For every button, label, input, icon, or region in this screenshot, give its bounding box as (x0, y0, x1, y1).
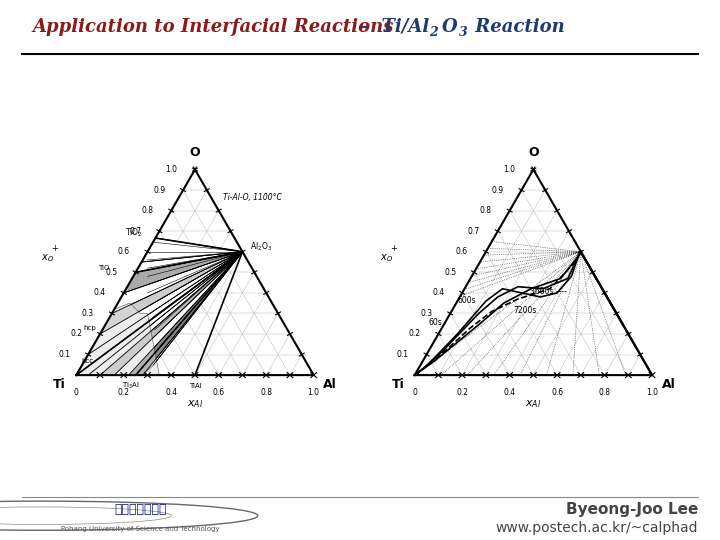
Polygon shape (148, 252, 243, 305)
Text: Ti: Ti (53, 378, 66, 391)
Polygon shape (153, 252, 243, 365)
Text: 0.2: 0.2 (71, 329, 82, 339)
Text: +: + (390, 244, 397, 253)
Polygon shape (148, 252, 243, 260)
Text: 0.4: 0.4 (503, 388, 516, 397)
Polygon shape (112, 252, 243, 313)
Text: 0.2: 0.2 (118, 388, 130, 397)
Polygon shape (148, 252, 243, 276)
Text: Al$_2$O$_3$: Al$_2$O$_3$ (250, 240, 271, 253)
Text: 0.5: 0.5 (444, 268, 456, 277)
Text: 60s: 60s (429, 318, 443, 327)
Polygon shape (114, 252, 243, 375)
Polygon shape (150, 252, 243, 318)
Text: 2: 2 (429, 26, 438, 39)
Text: TiO: TiO (98, 265, 109, 271)
Text: 0.3: 0.3 (82, 309, 94, 318)
Text: 0.6: 0.6 (117, 247, 130, 256)
Text: 0.6: 0.6 (212, 388, 225, 397)
Text: Ti-Al-O, 1100°C: Ti-Al-O, 1100°C (223, 193, 282, 202)
Text: O: O (442, 18, 458, 36)
Text: TiAl: TiAl (189, 383, 202, 389)
Text: hcp: hcp (84, 325, 96, 331)
Text: 1.0: 1.0 (646, 388, 658, 397)
Text: 3: 3 (459, 26, 467, 39)
Polygon shape (124, 252, 243, 293)
Text: $x_O$: $x_O$ (41, 252, 54, 264)
Text: 0.6: 0.6 (456, 247, 468, 256)
Text: 1.0: 1.0 (307, 388, 320, 397)
Polygon shape (155, 252, 243, 350)
Text: Al: Al (323, 378, 337, 391)
Text: 0: 0 (413, 388, 417, 397)
Text: Al: Al (662, 378, 675, 391)
Polygon shape (100, 252, 243, 334)
Polygon shape (148, 252, 243, 293)
Text: www.postech.ac.kr/~calphad: www.postech.ac.kr/~calphad (496, 521, 698, 535)
Polygon shape (76, 303, 159, 375)
Text: 0.8: 0.8 (598, 388, 611, 397)
Text: O: O (528, 146, 539, 159)
Text: 3600s ----: 3600s ---- (530, 287, 567, 296)
Text: $x_O$: $x_O$ (379, 252, 392, 264)
Text: 0.8: 0.8 (480, 206, 492, 215)
Text: O: O (189, 146, 200, 159)
Text: +: + (51, 244, 58, 253)
Text: Reaction: Reaction (469, 18, 565, 36)
Text: 0.8: 0.8 (260, 388, 272, 397)
Text: Application to Interfacial Reactions: Application to Interfacial Reactions (32, 18, 394, 36)
Text: 0.5: 0.5 (106, 268, 118, 277)
Text: $x_{Al}$: $x_{Al}$ (186, 398, 203, 410)
Text: bcc: bcc (81, 358, 93, 364)
Text: 0.9: 0.9 (153, 186, 166, 194)
Text: 0.9: 0.9 (492, 186, 504, 194)
Polygon shape (148, 252, 243, 285)
Polygon shape (88, 252, 243, 355)
Text: Ti$_3$Al: Ti$_3$Al (122, 381, 140, 391)
Text: 0.2: 0.2 (409, 329, 420, 339)
Polygon shape (142, 238, 243, 262)
Text: Byeong-Joo Lee: Byeong-Joo Lee (566, 502, 698, 517)
Polygon shape (100, 252, 243, 375)
Polygon shape (148, 252, 243, 268)
Text: 1.0: 1.0 (503, 165, 516, 174)
Text: 600s: 600s (457, 296, 476, 306)
Text: 0: 0 (74, 388, 78, 397)
Text: 7200s: 7200s (513, 306, 536, 315)
Polygon shape (143, 252, 243, 375)
Polygon shape (148, 242, 243, 252)
Polygon shape (135, 252, 243, 272)
Text: –  Ti/Al: – Ti/Al (360, 18, 429, 36)
Text: Ti: Ti (392, 378, 405, 391)
Text: 0.2: 0.2 (456, 388, 468, 397)
Text: 0.4: 0.4 (94, 288, 106, 298)
Text: Pohang University of Science and Technology: Pohang University of Science and Technol… (61, 526, 220, 532)
Text: 1.0: 1.0 (165, 165, 177, 174)
Text: TiO$_2$: TiO$_2$ (125, 226, 143, 239)
Text: 0.3: 0.3 (420, 309, 433, 318)
Polygon shape (76, 252, 243, 375)
Polygon shape (152, 252, 243, 330)
Polygon shape (88, 252, 243, 375)
Text: 0.6: 0.6 (551, 388, 563, 397)
Text: 0.4: 0.4 (165, 388, 177, 397)
Text: 0.7: 0.7 (468, 227, 480, 235)
Text: 0.1: 0.1 (397, 350, 409, 359)
Text: $x_{Al}$: $x_{Al}$ (525, 398, 541, 410)
Text: 0.4: 0.4 (432, 288, 444, 298)
Text: 0.1: 0.1 (58, 350, 71, 359)
Text: 0.7: 0.7 (130, 227, 142, 235)
Text: 0.8: 0.8 (141, 206, 153, 215)
Text: 포항공과대학교: 포항공과대학교 (114, 503, 166, 516)
Polygon shape (128, 252, 243, 375)
Polygon shape (76, 252, 243, 375)
